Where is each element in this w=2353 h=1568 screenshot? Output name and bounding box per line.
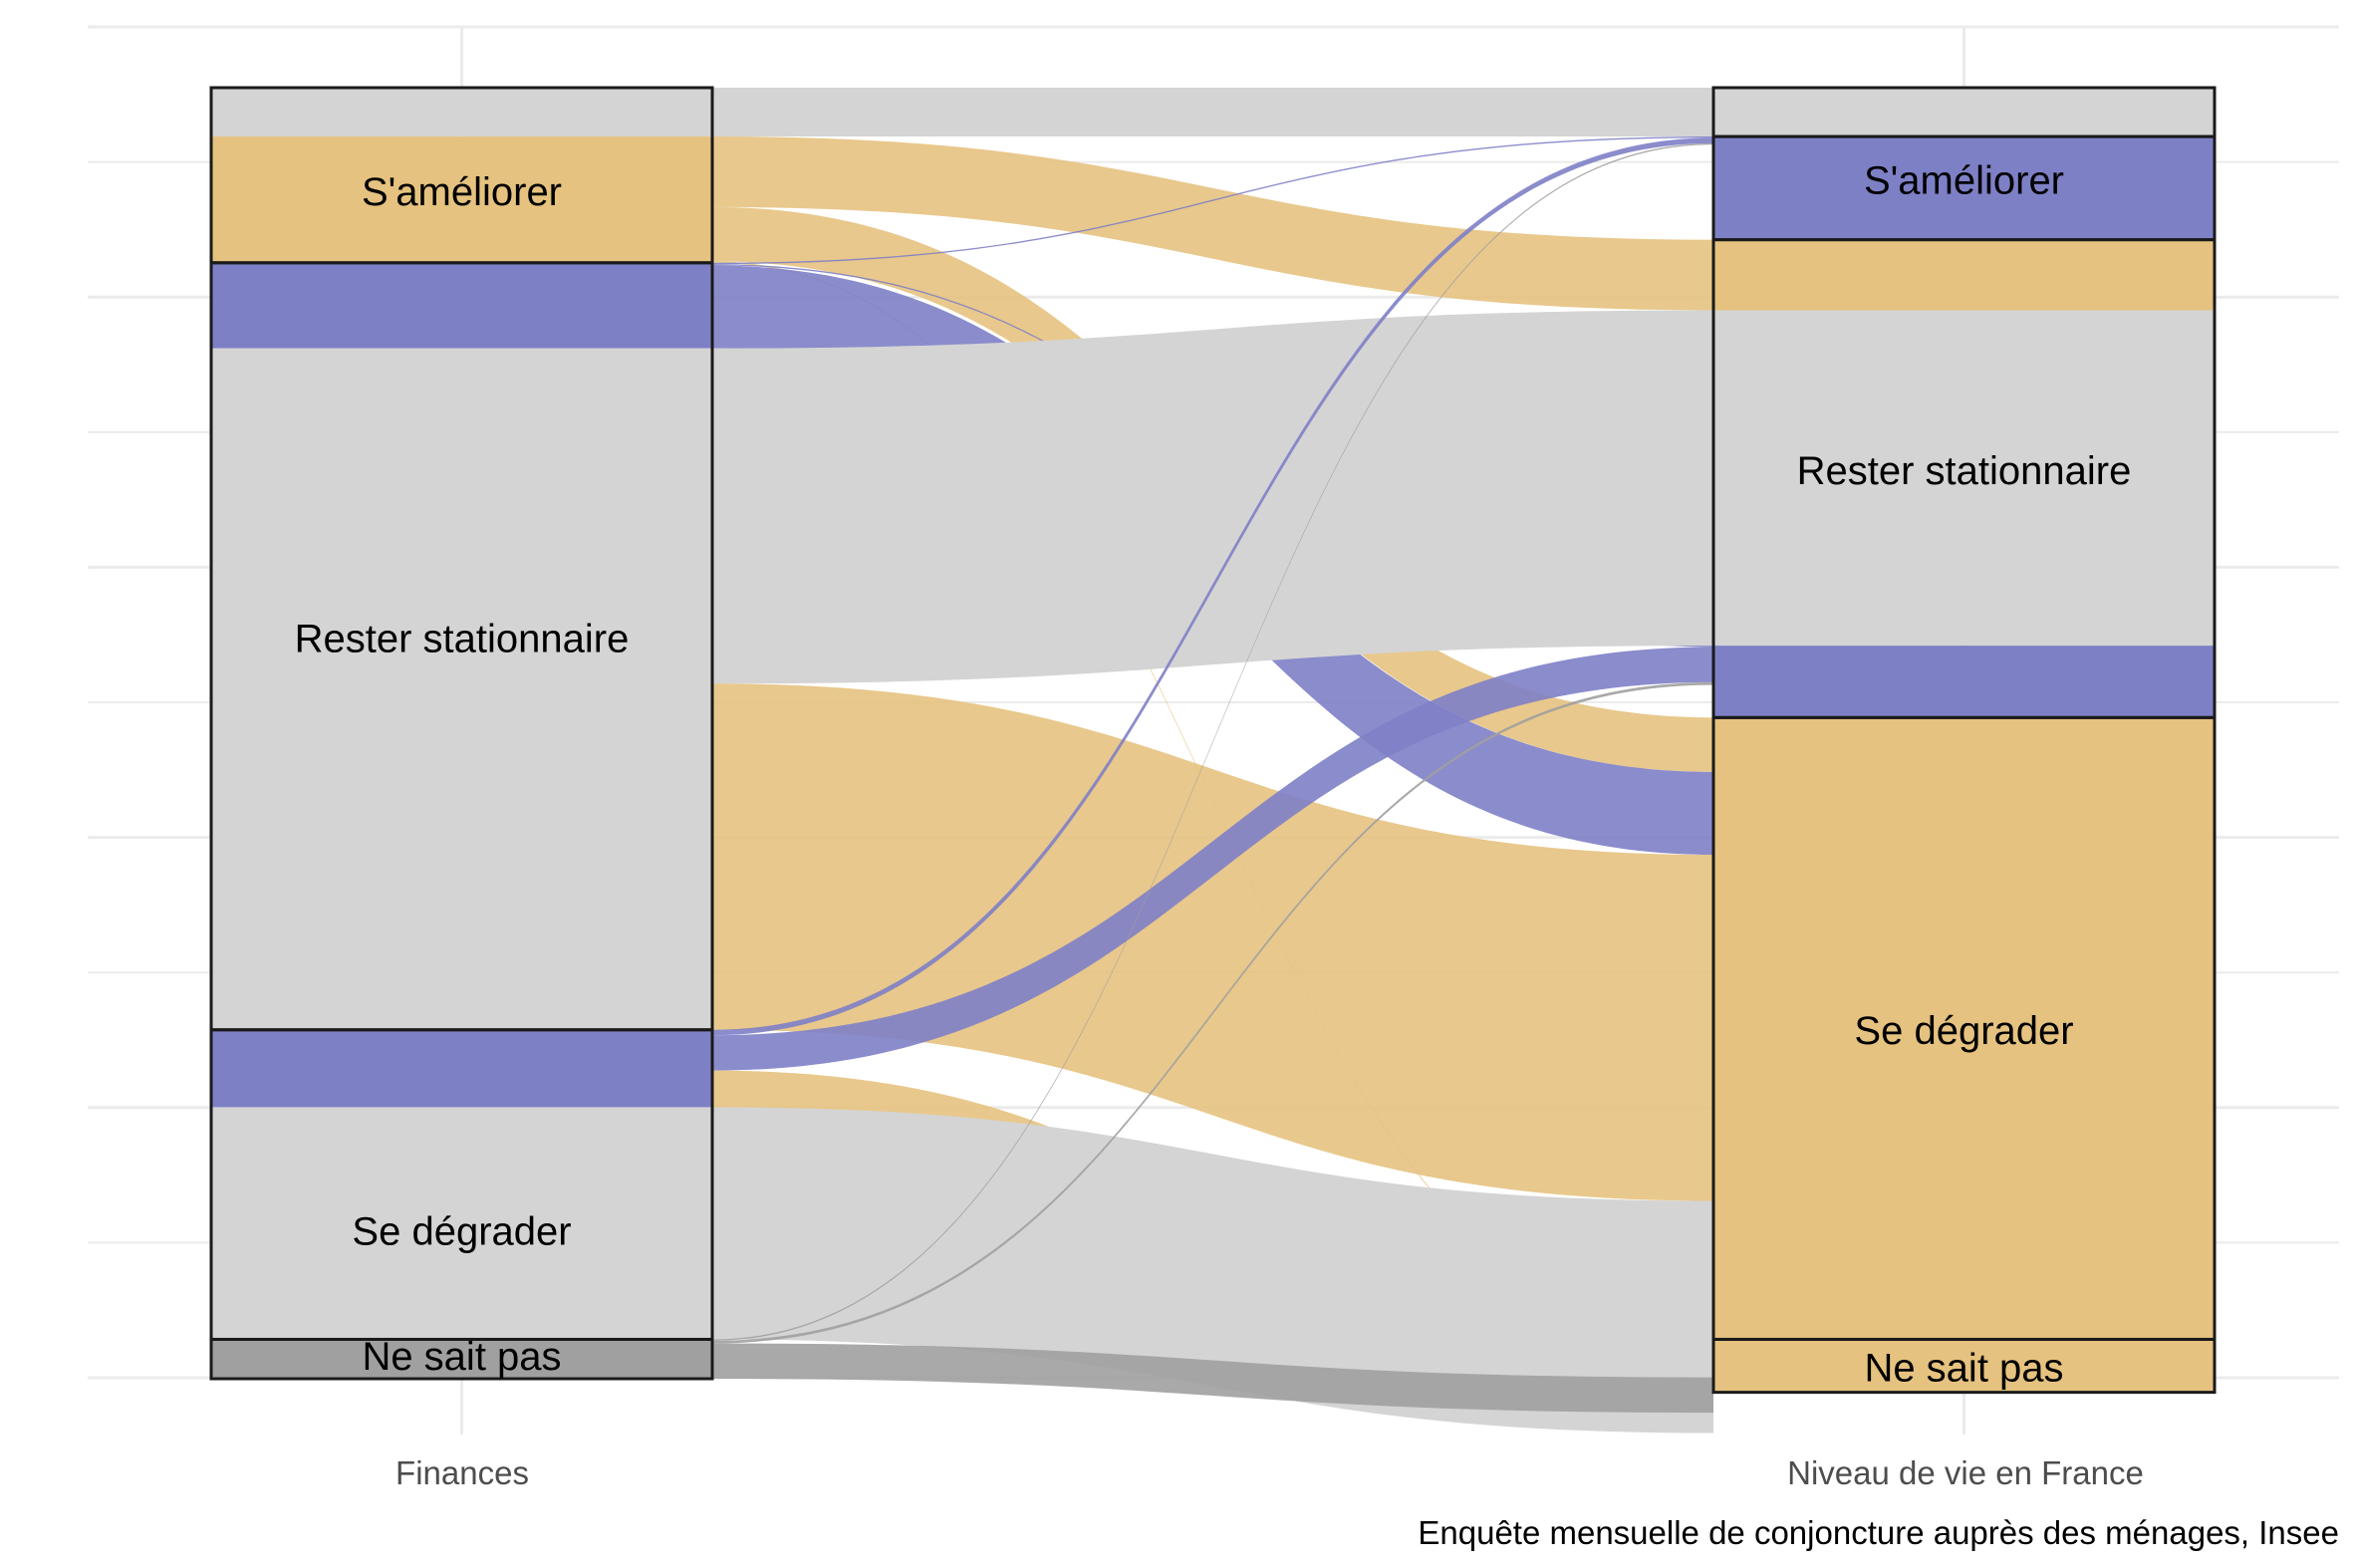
flow-band	[712, 137, 1713, 1036]
left-label: S'améliorer	[362, 170, 562, 214]
axis-label-niveau-de-vie: Niveau de vie en France	[1787, 1454, 2144, 1491]
right-stratum	[1713, 717, 2215, 1340]
right-stratum	[1713, 1339, 2215, 1393]
left-stratum	[211, 348, 712, 1030]
axis-label-finances: Finances	[395, 1454, 529, 1491]
right-stratum-frame	[1711, 1337, 2217, 1395]
strata-layer	[209, 86, 2217, 1395]
flow-band	[712, 647, 1713, 1071]
left-label: Rester stationnaire	[295, 617, 630, 660]
left-label: Se dégrader	[352, 1210, 571, 1254]
right-stratum	[1713, 239, 2215, 311]
right-stratum	[1713, 88, 2215, 137]
stratum-labels: S'améliorer Rester stationnaire Se dégrade…	[295, 158, 2132, 1390]
right-stratum	[1713, 310, 2215, 647]
right-label: S'améliorer	[1864, 158, 2064, 202]
left-stratum	[211, 1029, 712, 1108]
left-stratum	[211, 1107, 712, 1340]
flow-band	[712, 683, 1713, 1201]
left-stratum	[211, 88, 712, 137]
left-stratum-frame	[209, 1337, 714, 1381]
right-label: Se dégrader	[1854, 1009, 2073, 1053]
right-stratum	[1713, 136, 2215, 240]
flow-band	[712, 136, 1713, 265]
left-stratum	[211, 136, 712, 263]
flow-band	[712, 136, 1713, 311]
flows-layer	[712, 88, 1713, 1434]
left-stratum	[211, 262, 712, 349]
flow-band	[712, 681, 1713, 1344]
flow-band	[712, 1343, 1713, 1414]
left-stratum	[211, 1339, 712, 1379]
chart-caption: Enquête mensuelle de conjoncture auprès …	[1418, 1514, 2339, 1551]
right-label: Ne sait pas	[1864, 1347, 2063, 1391]
right-stratum	[1713, 646, 2215, 718]
left-label: Ne sait pas	[362, 1335, 561, 1379]
flow-band	[712, 88, 1713, 137]
flow-band	[712, 1107, 1713, 1434]
flow-band	[712, 310, 1713, 684]
flow-band	[712, 142, 1713, 1341]
right-label: Rester stationnaire	[1797, 449, 2132, 493]
